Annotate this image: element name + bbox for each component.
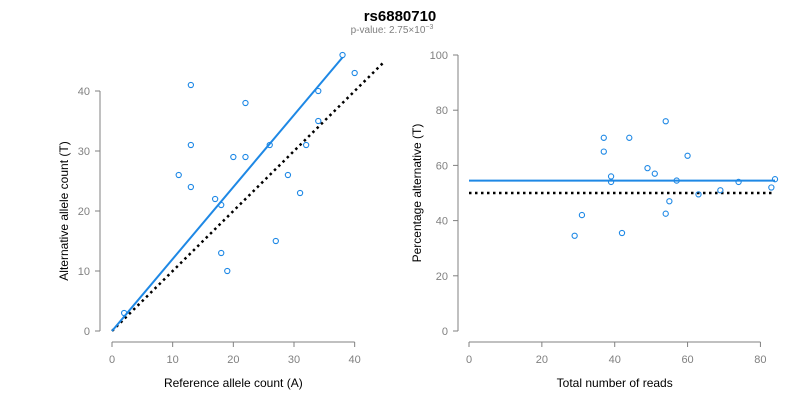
left-data-point: [218, 249, 225, 257]
left-x-tick-label: 10: [167, 354, 179, 366]
right-data-point: [644, 165, 651, 172]
right-y-tick-label: 80: [436, 105, 448, 117]
pvalue-text: p-value: 2.75×10: [351, 25, 426, 36]
right-data-point: [607, 178, 615, 186]
left-y-tick-label: 0: [84, 326, 90, 338]
left-data-point: [187, 141, 195, 149]
figure-subtitle: p-value: 2.75×10−3: [351, 24, 434, 36]
left-data-point: [211, 195, 219, 203]
right-y-tick-label: 0: [442, 326, 448, 338]
left-data-point: [315, 117, 322, 125]
left-y-tick-label: 40: [78, 86, 90, 98]
figure-title: rs6880710: [364, 8, 437, 25]
left-y-tick-label: 30: [78, 146, 90, 158]
left-x-tick-label: 30: [288, 354, 300, 366]
left-data-point: [266, 141, 273, 149]
left-reference-line: [111, 60, 386, 332]
left-x-tick-label: 40: [349, 354, 361, 366]
right-y-tick-label: 60: [436, 160, 448, 172]
left-data-point: [284, 171, 292, 179]
right-y-tick-label: 20: [436, 271, 448, 283]
right-data-point: [735, 178, 742, 186]
right-y-axis-label: Percentage alternative (T): [410, 124, 424, 263]
left-data-point: [315, 87, 322, 95]
left-data-point: [187, 183, 195, 191]
right-data-point: [618, 229, 626, 237]
left-data-point: [339, 51, 346, 59]
right-data-point: [651, 170, 658, 177]
left-data-point: [242, 99, 249, 107]
right-data-point: [600, 134, 607, 141]
right-data-point: [771, 176, 779, 183]
left-x-tick-label: 0: [109, 354, 115, 366]
left-data-point: [120, 309, 128, 317]
left-data-point: [302, 141, 310, 149]
right-data-point: [684, 152, 691, 159]
left-x-tick-label: 20: [227, 354, 239, 366]
right-data-point: [607, 173, 615, 180]
right-data-point: [600, 148, 607, 155]
right-x-tick-label: 60: [681, 354, 693, 366]
right-y-tick-label: 100: [430, 50, 448, 62]
right-data-point: [662, 210, 669, 217]
right-y-tick-label: 40: [436, 216, 448, 228]
left-data-point: [175, 171, 182, 179]
left-panel-scatter: 0 10 20 30 40 0 10 20 30 40 Reference allele count…: [57, 51, 386, 390]
left-data-point: [230, 153, 237, 161]
left-data-point: [242, 153, 249, 161]
right-x-tick-label: 20: [536, 354, 548, 366]
left-y-tick-label: 20: [78, 206, 90, 218]
pvalue-exponent: −3: [425, 24, 433, 31]
right-data-point: [578, 211, 586, 219]
right-x-tick-label: 40: [609, 354, 621, 366]
right-data-point: [695, 191, 702, 198]
right-panel-scatter: 0 20 40 60 80 0 20 40 60 80 100 Total number of rea…: [410, 50, 779, 390]
right-data-point: [673, 177, 680, 184]
right-data-point: [571, 232, 578, 239]
left-data-point: [224, 267, 231, 275]
left-data-point: [187, 81, 195, 89]
right-data-point: [626, 134, 633, 141]
left-data-point: [218, 201, 225, 209]
right-x-tick-label: 80: [754, 354, 766, 366]
right-data-point: [662, 118, 669, 125]
right-data-point: [717, 187, 724, 194]
right-x-axis-label: Total number of reads: [557, 376, 673, 390]
left-data-point: [351, 69, 358, 77]
right-x-tick-label: 0: [466, 354, 472, 366]
left-data-point: [296, 189, 304, 197]
left-y-axis-label: Alternative allele count (T): [57, 141, 71, 280]
left-x-axis-label: Reference allele count (A): [164, 376, 303, 390]
left-fit-line: [111, 56, 344, 332]
right-data-point: [768, 184, 775, 191]
left-data-point: [272, 237, 279, 245]
right-data-point: [666, 198, 673, 205]
left-y-tick-label: 10: [78, 266, 90, 278]
